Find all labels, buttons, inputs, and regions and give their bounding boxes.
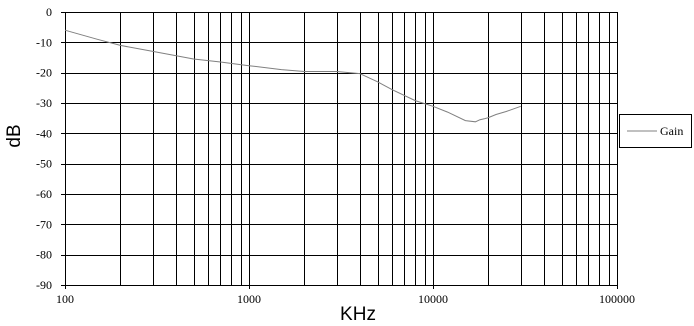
grid-lines <box>61 12 618 289</box>
y-axis-title: dB <box>4 124 25 147</box>
legend: Gain <box>619 114 692 148</box>
y-tick-labels: 0 -10 -20 -30 -40 -50 -60 -70 -80 -90 <box>36 5 52 292</box>
y-tick-label: 0 <box>46 5 52 19</box>
y-tick-label: -10 <box>36 35 52 49</box>
series-line-gain <box>64 29 521 123</box>
x-tick-label: 10000 <box>418 292 448 306</box>
x-tick-label: 100000 <box>599 292 635 306</box>
y-tick-label: -50 <box>36 157 52 171</box>
y-tick-label: -90 <box>36 278 52 292</box>
x-tick-label: 100 <box>56 292 74 306</box>
x-axis-title: KHz <box>340 304 376 325</box>
y-tick-label: -40 <box>36 126 52 140</box>
legend-label-gain: Gain <box>660 124 683 138</box>
y-tick-label: -30 <box>36 96 52 110</box>
x-tick-label: 1000 <box>237 292 261 306</box>
y-tick-label: -20 <box>36 66 52 80</box>
y-tick-label: -80 <box>36 248 52 262</box>
series-lines <box>64 29 521 123</box>
x-tick-labels: 100 1000 10000 100000 <box>56 292 635 306</box>
y-tick-label: -70 <box>36 217 52 231</box>
y-tick-label: -60 <box>36 187 52 201</box>
